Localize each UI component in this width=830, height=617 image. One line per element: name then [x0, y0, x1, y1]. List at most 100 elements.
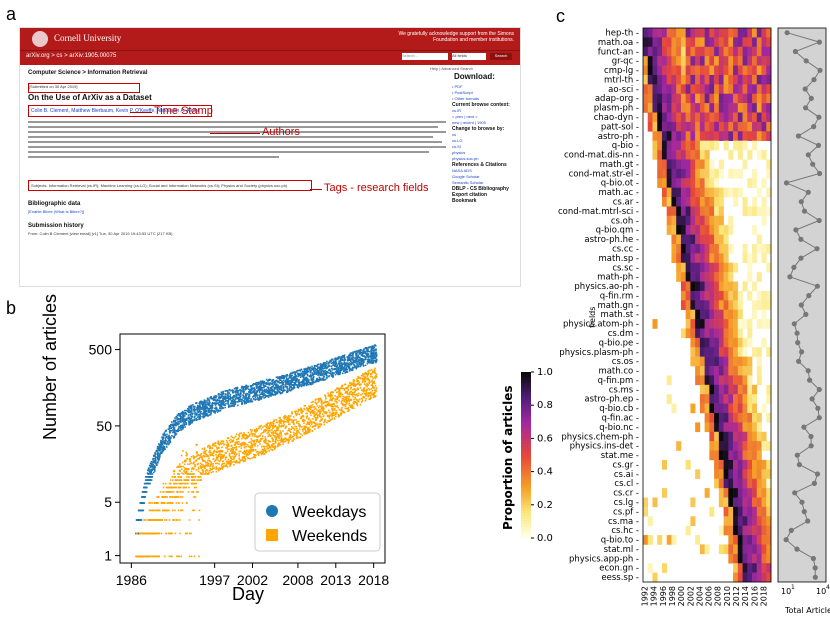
data-point [291, 411, 293, 413]
data-point [322, 369, 324, 372]
data-point [203, 447, 206, 449]
sidebar-link[interactable]: cs.IR [452, 108, 462, 113]
sidebar-link[interactable]: NASA ADS [452, 168, 472, 173]
data-point [341, 358, 344, 361]
data-point [217, 450, 219, 453]
data-point [310, 374, 312, 376]
data-point [216, 462, 219, 465]
data-point [165, 435, 168, 437]
heatmap-cell [709, 37, 715, 48]
data-point [344, 359, 347, 361]
data-point [339, 357, 342, 360]
data-point [289, 438, 292, 440]
data-point [187, 414, 190, 416]
data-point [254, 396, 257, 398]
data-point [313, 367, 315, 369]
data-point [254, 393, 256, 395]
data-point [197, 408, 200, 411]
data-point [278, 437, 280, 439]
data-point [244, 434, 246, 437]
data-point [213, 395, 215, 398]
data-point [155, 532, 157, 535]
data-point [355, 352, 358, 355]
data-point [183, 424, 186, 427]
data-point [233, 464, 235, 466]
data-point [272, 438, 274, 441]
data-point [175, 502, 178, 504]
sidebar-link[interactable]: physics.soc-ph [452, 156, 479, 161]
sidebar-link[interactable]: physics [452, 150, 466, 155]
data-point [161, 450, 164, 453]
sidebar-link[interactable]: Semantic Scholar [452, 180, 484, 185]
search-field-select[interactable]: All fields [452, 53, 486, 60]
data-point [347, 384, 350, 387]
data-point [279, 392, 282, 395]
data-point [355, 389, 357, 391]
sidebar-link[interactable]: cs.SI [452, 144, 461, 149]
sidebar-link[interactable]: < prev | next > [452, 114, 478, 119]
data-point [342, 410, 344, 412]
sidebar-link: DBLP - CS Bibliography [452, 186, 509, 192]
data-point [149, 462, 152, 464]
data-point [336, 365, 339, 367]
data-point [364, 375, 366, 378]
data-point [178, 479, 180, 481]
data-point [335, 358, 337, 361]
data-point [255, 429, 258, 431]
data-point [164, 442, 166, 445]
sidebar-link[interactable]: • Other formats [452, 96, 479, 101]
data-point [185, 423, 188, 426]
data-point [348, 384, 351, 387]
data-point [214, 459, 217, 462]
data-point [277, 376, 279, 378]
sidebar-link[interactable]: cs [452, 132, 456, 137]
help-links[interactable]: Help | Advanced Search [430, 66, 473, 71]
data-point [181, 426, 183, 429]
data-point [140, 532, 143, 535]
sidebar-link[interactable]: • PDF [452, 84, 463, 89]
sidebar-link[interactable]: new | recent | 1905 [452, 120, 486, 125]
paper-authors[interactable]: Colin B. Clement, Matthew Bierbaum, Kevi… [28, 105, 212, 117]
search-input[interactable]: Search... [402, 53, 448, 60]
data-point [263, 394, 265, 396]
data-point [338, 394, 340, 396]
data-point [239, 389, 241, 391]
data-point [211, 447, 214, 449]
data-point [218, 410, 220, 412]
data-point [170, 437, 172, 439]
data-point [232, 446, 234, 449]
data-point [157, 509, 160, 512]
data-point [322, 372, 325, 375]
search-button[interactable]: Search [490, 53, 512, 60]
data-point [199, 476, 202, 478]
data-point [158, 448, 160, 451]
data-point [319, 365, 322, 368]
data-point [228, 454, 231, 457]
data-point [347, 365, 349, 368]
data-point [261, 381, 263, 384]
data-point [357, 356, 360, 358]
breadcrumb[interactable]: arXiv.org > cs > arXiv:1905.00075 [26, 53, 117, 59]
data-point [282, 443, 284, 445]
sidebar-link[interactable]: cs.LG [452, 138, 463, 143]
data-point [349, 353, 352, 356]
data-point [283, 421, 285, 423]
heatmap-cell [652, 37, 658, 48]
data-point [176, 479, 178, 481]
data-point [319, 399, 322, 401]
data-point [277, 434, 279, 437]
sidebar-link[interactable]: Google Scholar [452, 174, 480, 179]
sidebar-link[interactable]: • PostScript [452, 90, 473, 95]
data-point [209, 454, 212, 457]
data-point [296, 421, 298, 423]
data-point [374, 367, 376, 370]
data-point [339, 393, 342, 396]
data-point [298, 413, 301, 416]
data-point [302, 418, 305, 421]
data-point [353, 364, 356, 366]
data-point [357, 365, 359, 367]
data-point [207, 446, 209, 448]
data-point [211, 405, 213, 408]
bibliographic-link[interactable]: [Enable Bibex (What is Bibex?)] [28, 209, 85, 214]
data-point [205, 464, 208, 467]
